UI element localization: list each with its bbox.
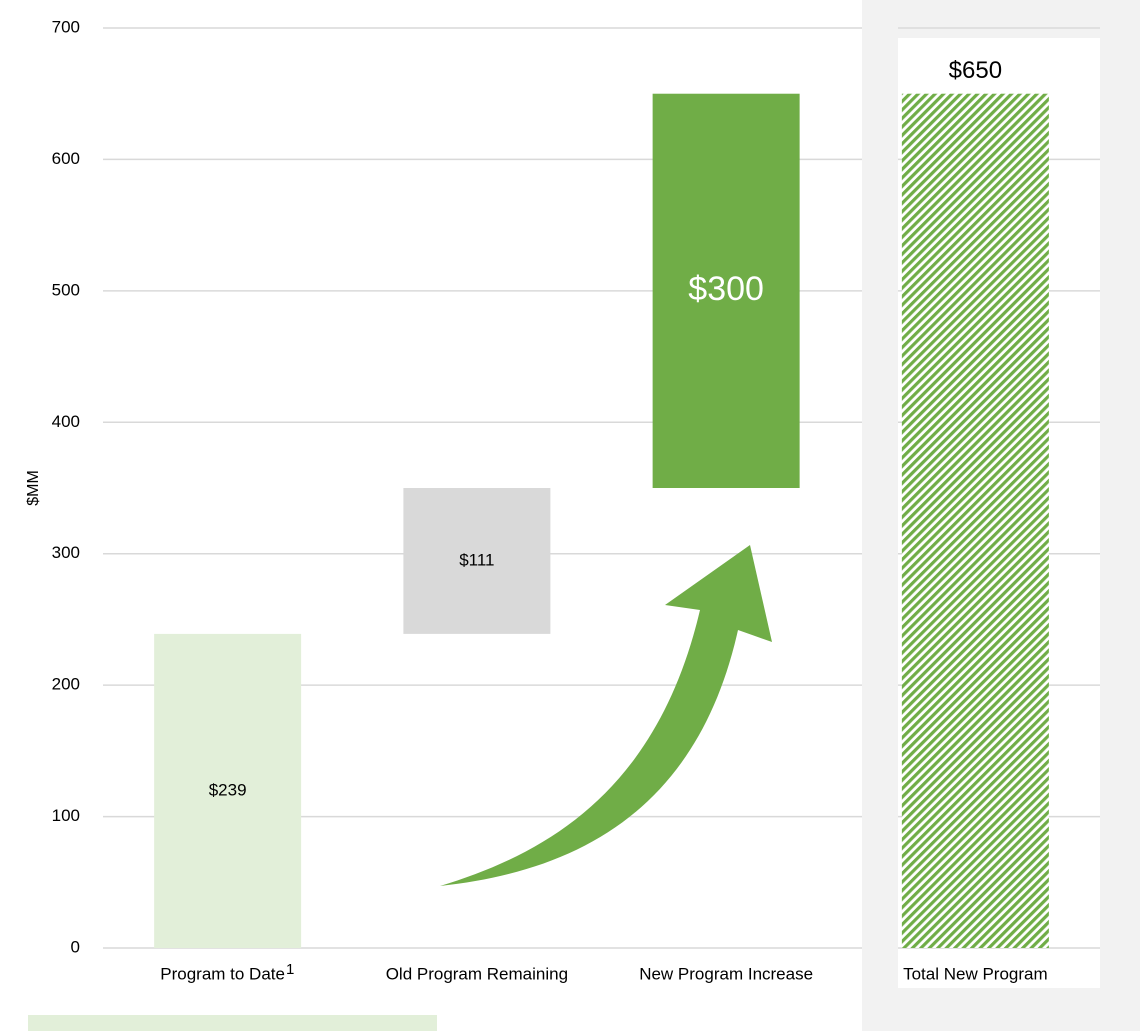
arrow (440, 545, 772, 886)
y-tick-label: 300 (52, 543, 80, 562)
footer-band (28, 1015, 437, 1031)
value-label: $650 (949, 57, 1002, 84)
bar (154, 633, 302, 948)
y-tick-label: 600 (52, 149, 80, 168)
value-label: $111 (459, 550, 494, 569)
y-tick-label: 200 (52, 675, 80, 694)
bar (652, 93, 800, 488)
y-tick-label: 500 (52, 280, 80, 299)
x-tick-label: New Program Increase (639, 964, 813, 983)
x-tick-label: Old Program Remaining (386, 964, 568, 983)
y-tick-label: 0 (71, 937, 80, 956)
value-label: $239 (209, 780, 247, 799)
y-axis-label: $MM (25, 470, 42, 506)
bar (403, 488, 551, 634)
y-tick-label: 100 (52, 806, 80, 825)
footnote-mark: 1 (286, 961, 294, 978)
y-tick-label: 700 (52, 17, 80, 36)
bar (901, 93, 1049, 948)
y-tick-label: 400 (52, 412, 80, 431)
x-tick-label: Program to Date (160, 964, 285, 983)
value-label: $300 (688, 270, 764, 308)
x-tick-label: Total New Program (903, 964, 1048, 983)
